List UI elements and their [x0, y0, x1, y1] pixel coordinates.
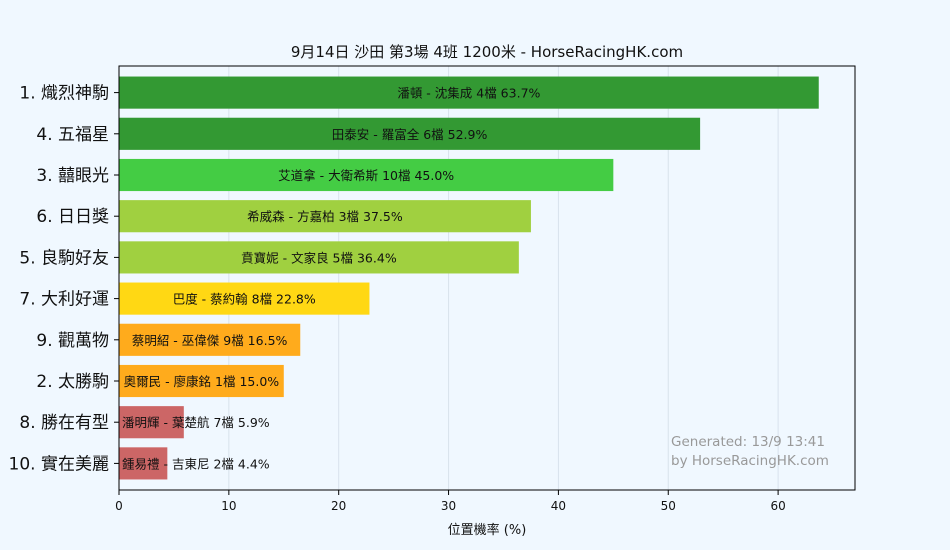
category-label: 1. 熾烈神駒 [19, 84, 109, 104]
category-label: 2. 太勝駒 [36, 372, 109, 392]
x-tick-label: 30 [441, 499, 456, 513]
bar-data-label: 鍾易禮 - 吉東尼 2檔 4.4% [122, 456, 270, 471]
x-tick-label: 50 [661, 499, 676, 513]
bar [119, 76, 819, 109]
x-tick-label: 10 [221, 499, 236, 513]
category-label: 5. 良駒好友 [19, 248, 109, 268]
x-tick-label: 20 [331, 499, 346, 513]
bar-data-label: 奧爾民 - 廖康銘 1檔 15.0% [124, 374, 280, 389]
bar [119, 323, 301, 356]
category-label: 9. 觀萬物 [36, 331, 109, 351]
x-axis-ticks: 0 10 20 30 40 50 60 [115, 490, 786, 513]
bar-data-label: 蔡明紹 - 巫偉傑 9檔 16.5% [132, 333, 288, 348]
category-label: 3. 囍眼光 [36, 166, 109, 186]
category-label: 10. 實在美麗 [9, 454, 109, 474]
bar-data-label: 潘頓 - 沈集成 4檔 63.7% [397, 86, 540, 101]
bar [119, 406, 184, 439]
bar-data-label: 巴度 - 蔡約翰 8檔 22.8% [173, 292, 316, 307]
bar-data-label: 希威森 - 方嘉柏 3檔 37.5% [247, 209, 403, 224]
bar [119, 447, 168, 480]
bar [119, 364, 284, 398]
plot-area-frame [118, 65, 856, 491]
category-label: 4. 五福星 [36, 125, 109, 145]
bar-data-label: 艾道拿 - 大衛希斯 10檔 45.0% [278, 168, 454, 183]
x-tick-label: 60 [770, 499, 785, 513]
bar [119, 200, 531, 233]
bar [119, 117, 701, 150]
bars-group: 1. 熾烈神駒 潘頓 - 沈集成 4檔 63.7% 4. 五福星 田泰安 - 羅富全 … [9, 76, 819, 480]
bar [119, 241, 519, 274]
chart-title: 9月14日 沙田 第3場 4班 1200米 - HorseRacingHK.co… [291, 43, 683, 61]
bar-data-label: 潘明輝 - 葉楚航 7檔 5.9% [122, 415, 270, 430]
x-tick-label: 40 [551, 499, 566, 513]
x-tick-label: 0 [115, 499, 123, 513]
bar [119, 158, 614, 192]
watermark-source: by HorseRacingHK.com [671, 453, 829, 469]
bar-data-label: 田泰安 - 羅富全 6檔 52.9% [332, 127, 488, 142]
watermark-generated: Generated: 13/9 13:41 [671, 434, 825, 450]
bar [119, 282, 370, 315]
bar-data-label: 賁寶妮 - 文家良 5檔 36.4% [241, 250, 397, 265]
category-label: 6. 日日獎 [36, 207, 109, 227]
x-axis-title: 位置機率 (%) [448, 522, 527, 538]
category-label: 7. 大利好運 [19, 290, 109, 310]
category-label: 8. 勝在有型 [19, 413, 109, 433]
